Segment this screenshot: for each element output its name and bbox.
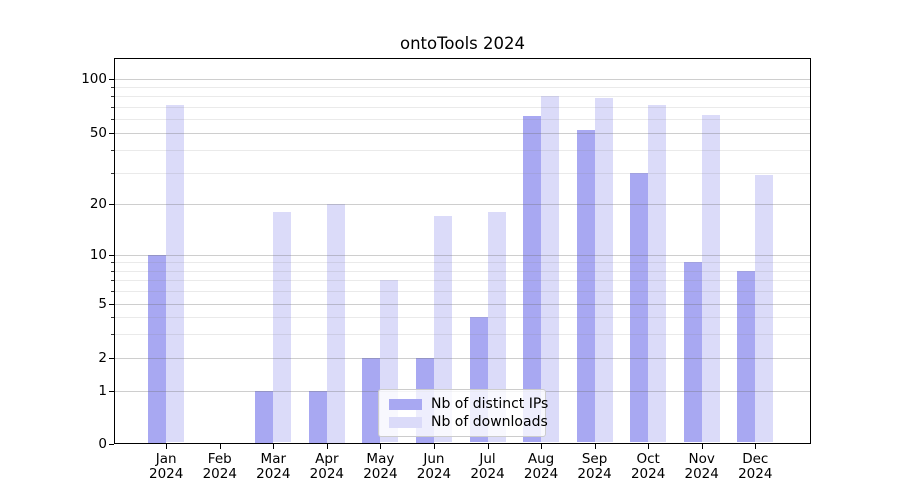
legend-row-distinct-ips: Nb of distinct IPs (389, 395, 548, 413)
x-tick-label-mar: Mar 2024 (256, 451, 291, 482)
y-tick (109, 133, 114, 134)
gridline-9 (115, 262, 810, 264)
bar-downloads-oct (648, 104, 667, 443)
y-minor-tick (111, 316, 114, 318)
y-minor-tick (111, 262, 114, 264)
y-tick (109, 443, 114, 445)
gridline-80 (115, 96, 810, 98)
x-tick (166, 444, 168, 449)
y-tick-label-0: 0 (98, 435, 107, 452)
y-tick (109, 390, 114, 392)
x-tick (701, 444, 703, 449)
bar-downloads-mar (273, 211, 292, 443)
y-tick-label-1: 1 (98, 382, 107, 399)
gridline-40 (115, 150, 810, 152)
bar-ips-apr (308, 390, 327, 443)
legend-swatch-downloads (389, 416, 422, 428)
x-tick (433, 444, 435, 449)
x-tick (594, 444, 596, 449)
gridline-30 (115, 172, 810, 174)
bar-downloads-jul (487, 211, 506, 443)
bar-ips-sep (576, 129, 595, 443)
chart-title: ontoTools 2024 (400, 34, 525, 53)
x-tick-label-may: May 2024 (363, 451, 398, 482)
y-minor-tick (111, 270, 114, 272)
gridline-100 (115, 79, 810, 80)
gridline-70 (115, 106, 810, 108)
x-tick (326, 444, 328, 449)
gridline-20 (115, 204, 810, 205)
x-tick-label-aug: Aug 2024 (523, 451, 559, 482)
y-tick-label-5: 5 (98, 295, 107, 312)
y-tick (109, 79, 114, 80)
gridline-5 (115, 303, 810, 305)
x-tick-label-nov: Nov 2024 (684, 451, 719, 482)
y-minor-tick (111, 279, 114, 281)
y-minor-tick (111, 172, 114, 174)
x-tick-label-sep: Sep 2024 (577, 451, 612, 482)
bar-downloads-jan (166, 104, 185, 443)
x-tick-label-jan: Jan 2024 (149, 451, 184, 482)
bar-ips-oct (630, 172, 649, 443)
bar-downloads-dec (755, 175, 774, 443)
bar-ips-dec (737, 270, 756, 443)
y-tick-label-50: 50 (89, 125, 107, 141)
x-tick (380, 444, 382, 449)
plot-area (114, 58, 811, 444)
y-tick-label-10: 10 (89, 247, 107, 263)
legend-swatch-distinct-ips (389, 398, 422, 410)
y-minor-tick (111, 290, 114, 292)
gridline-3 (115, 333, 810, 335)
legend-label-downloads: Nb of downloads (431, 414, 548, 430)
gridline-50 (115, 133, 810, 134)
bar-downloads-aug (541, 96, 560, 443)
bar-ips-nov (683, 262, 702, 443)
bar-downloads-apr (326, 204, 345, 443)
legend: Nb of distinct IPs Nb of downloads (378, 389, 548, 437)
x-tick-label-jul: Jul 2024 (470, 451, 505, 482)
gridline-90 (115, 87, 810, 89)
x-tick (648, 444, 650, 449)
y-tick (109, 255, 114, 256)
bar-downloads-sep (594, 98, 613, 443)
y-minor-tick (111, 150, 114, 152)
y-tick (109, 204, 114, 205)
bar-ips-may (362, 357, 381, 443)
x-tick-label-jun: Jun 2024 (416, 451, 452, 482)
x-tick (273, 444, 275, 449)
x-tick (219, 444, 221, 449)
gridline-4 (115, 316, 810, 318)
x-tick-label-feb: Feb 2024 (202, 451, 237, 482)
legend-label-distinct-ips: Nb of distinct IPs (431, 396, 549, 412)
gridline-2 (115, 357, 810, 359)
bar-downloads-jun (433, 215, 452, 443)
y-minor-tick (111, 118, 114, 120)
y-tick (109, 357, 114, 359)
gridline-10 (115, 255, 810, 256)
y-tick-label-20: 20 (89, 196, 107, 212)
y-tick-label-100: 100 (81, 71, 107, 87)
y-minor-tick (111, 96, 114, 98)
x-tick-label-apr: Apr 2024 (309, 451, 345, 482)
gridline-60 (115, 118, 810, 120)
gridline-6 (115, 290, 810, 292)
y-minor-tick (111, 333, 114, 335)
bar-ips-aug (523, 116, 542, 443)
gridline-7 (115, 279, 810, 281)
gridline-8 (115, 270, 810, 272)
y-minor-tick (111, 106, 114, 108)
x-tick-label-oct: Oct 2024 (630, 451, 666, 482)
x-tick (755, 444, 757, 449)
bar-downloads-nov (701, 114, 720, 443)
bar-ips-jan (148, 255, 167, 443)
bar-ips-mar (255, 390, 274, 443)
y-tick-label-2: 2 (98, 349, 107, 366)
x-tick-label-dec: Dec 2024 (738, 451, 773, 482)
legend-row-downloads: Nb of downloads (389, 413, 548, 431)
y-minor-tick (111, 87, 114, 89)
x-tick (541, 444, 543, 449)
y-tick (109, 303, 114, 305)
x-tick (487, 444, 489, 449)
